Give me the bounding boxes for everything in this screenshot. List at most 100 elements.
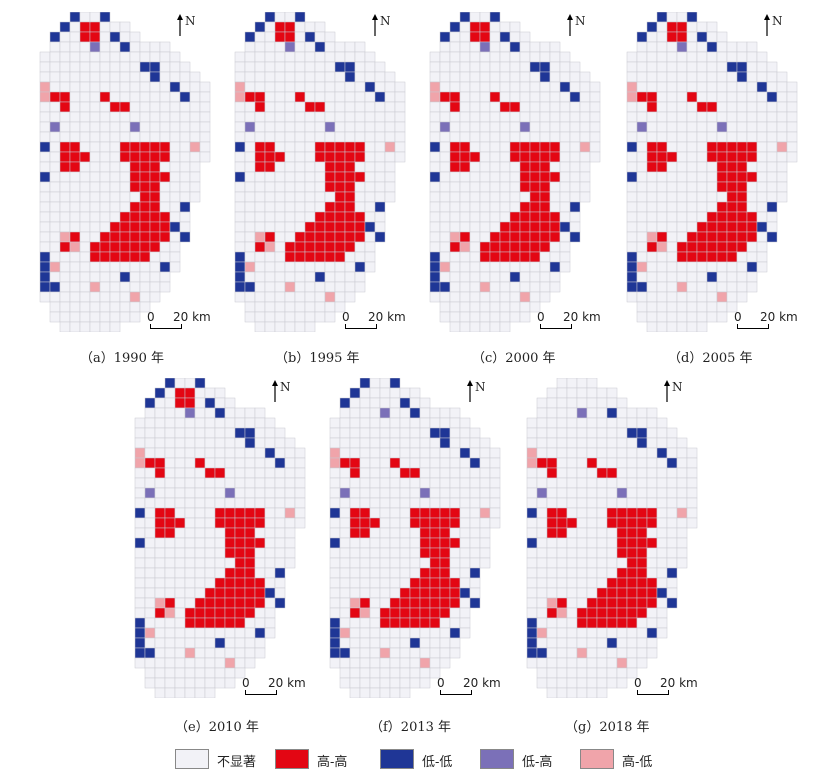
- grid-cell-ns: [234, 487, 246, 499]
- grid-cell-ns: [389, 637, 401, 649]
- grid-cell-hh: [314, 241, 326, 253]
- grid-cell-ns: [284, 301, 296, 313]
- grid-cell-ns: [264, 271, 276, 283]
- grid-cell-ns: [596, 407, 608, 419]
- grid-cell-ll: [636, 281, 648, 293]
- grid-cell-hh: [429, 567, 441, 579]
- grid-cell-ns: [636, 417, 648, 429]
- grid-cell-ns: [304, 91, 316, 103]
- grid-cell-ns: [409, 567, 421, 579]
- grid-cell-ns: [576, 497, 588, 509]
- grid-cell-ns: [686, 281, 698, 293]
- grid-cell-hh: [284, 31, 296, 43]
- grid-cell-ns: [439, 301, 451, 313]
- grid-cell-ns: [756, 201, 768, 213]
- grid-cell-ns: [204, 487, 216, 499]
- grid-cell-ns: [459, 111, 471, 123]
- grid-cell-ns: [549, 191, 561, 203]
- grid-cell-ns: [576, 547, 588, 559]
- grid-cell-ns: [174, 417, 186, 429]
- grid-cell-ns: [566, 667, 578, 679]
- grid-cell-ns: [379, 447, 391, 459]
- grid-cell-ll: [169, 221, 181, 233]
- panel-caption: （c）2000 年: [472, 351, 556, 366]
- grid-cell-ns: [264, 51, 276, 63]
- grid-cell-ns: [429, 487, 441, 499]
- grid-cell-ns: [686, 31, 698, 43]
- grid-cell-ns: [439, 477, 451, 489]
- grid-cell-ns: [184, 497, 196, 509]
- grid-cell-ns: [606, 567, 618, 579]
- grid-cell-ns: [676, 141, 688, 153]
- grid-cell-hh: [606, 587, 618, 599]
- grid-cell-ns: [429, 497, 441, 509]
- grid-cell-ns: [469, 281, 481, 293]
- grid-cell-ns: [429, 657, 441, 669]
- grid-cell-ns: [566, 507, 578, 519]
- grid-cell-ns: [144, 467, 156, 479]
- grid-cell-ns: [676, 487, 688, 499]
- grid-cell-ns: [449, 221, 461, 233]
- grid-cell-ns: [469, 537, 481, 549]
- grid-cell-ns: [244, 161, 256, 173]
- grid-cell-ns: [324, 261, 336, 273]
- grid-cell-ns: [459, 171, 471, 183]
- grid-cell-hh: [469, 21, 481, 33]
- grid-cell-ns: [79, 111, 91, 123]
- grid-cell-ns: [479, 291, 491, 303]
- grid-cell-ns: [559, 161, 571, 173]
- grid-cell-ns: [569, 181, 581, 193]
- grid-cell-ns: [566, 537, 578, 549]
- grid-cell-ns: [596, 677, 608, 689]
- grid-cell-ns: [369, 387, 381, 399]
- grid-cell-hh: [736, 241, 748, 253]
- grid-cell-ns: [556, 417, 568, 429]
- grid-cell-ns: [339, 527, 351, 539]
- grid-cell-ns: [244, 171, 256, 183]
- panel-caption: （f）2013 年: [370, 720, 452, 735]
- grid-cell-ns: [766, 191, 778, 203]
- grid-cell-ns: [369, 378, 381, 389]
- grid-cell-hh: [736, 231, 748, 243]
- grid-cell-ns: [59, 131, 71, 143]
- grid-cell-hh: [646, 161, 658, 173]
- grid-cell-ns: [556, 397, 568, 409]
- grid-cell-ll: [536, 647, 548, 659]
- grid-cell-ns: [489, 497, 501, 509]
- grid-cell-ns: [656, 437, 668, 449]
- grid-cell-ns: [776, 81, 788, 93]
- grid-cell-ns: [169, 191, 181, 203]
- grid-cell-hh: [459, 141, 471, 153]
- grid-cell-ns: [359, 647, 371, 659]
- grid-cell-ns: [174, 667, 186, 679]
- grid-cell-hh: [174, 397, 186, 409]
- grid-cell-ns: [254, 251, 266, 263]
- grid-cell-ns: [144, 617, 156, 629]
- grid-cell-hh: [234, 557, 246, 569]
- grid-cell-ns: [579, 151, 591, 163]
- grid-cell-ns: [304, 321, 316, 332]
- grid-cell-hl: [189, 141, 201, 153]
- grid-cell-ns: [566, 427, 578, 439]
- grid-cell-ns: [716, 81, 728, 93]
- grid-cell-ns: [274, 291, 286, 303]
- grid-cell-ll: [154, 387, 166, 399]
- grid-cell-ns: [304, 151, 316, 163]
- grid-cell-ll: [144, 647, 156, 659]
- grid-cell-hl: [339, 627, 351, 639]
- grid-cell-ns: [79, 171, 91, 183]
- grid-cell-ns: [129, 301, 141, 313]
- grid-cell-ns: [696, 131, 708, 143]
- scale-zero: 0: [537, 310, 545, 324]
- grid-cell-hh: [314, 101, 326, 113]
- grid-cell-ns: [566, 547, 578, 559]
- grid-cell-ns: [119, 121, 131, 133]
- scale-zero: 0: [734, 310, 742, 324]
- grid-cell-ns: [576, 378, 588, 389]
- grid-cell-hh: [616, 537, 628, 549]
- grid-cell-ns: [479, 161, 491, 173]
- grid-cell-ns: [666, 311, 678, 323]
- grid-cell-ns: [469, 121, 481, 133]
- grid-cell-ns: [479, 151, 491, 163]
- north-arrow: N: [662, 380, 683, 402]
